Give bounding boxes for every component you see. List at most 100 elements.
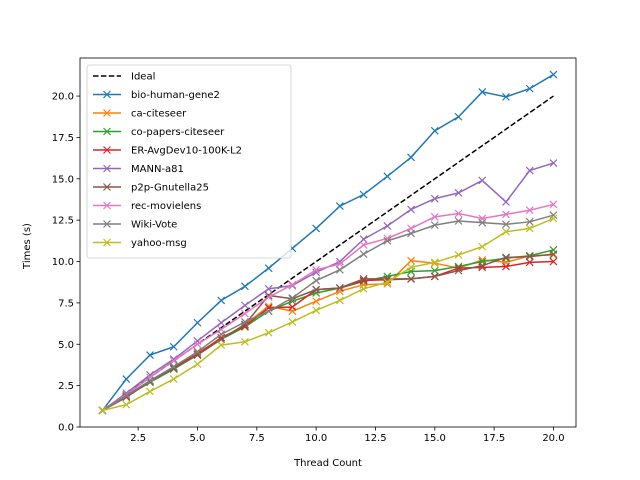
data-point <box>169 355 178 364</box>
data-point <box>549 200 558 209</box>
data-point <box>241 309 249 318</box>
data-point <box>549 211 558 220</box>
legend-label: Wiki-Vote <box>131 220 177 231</box>
data-point <box>264 264 273 273</box>
data-point <box>335 284 344 292</box>
data-point <box>335 202 344 211</box>
data-point <box>525 166 534 175</box>
series-line <box>101 73 554 411</box>
series-line <box>102 214 554 412</box>
data-point <box>407 263 415 272</box>
data-point <box>525 252 534 261</box>
x-axis-label: Thread Count <box>293 458 362 469</box>
data-point <box>193 318 202 327</box>
data-point <box>169 342 178 351</box>
data-point <box>549 257 558 266</box>
data-point <box>454 209 463 218</box>
data-point <box>169 362 178 371</box>
data-point <box>241 318 249 326</box>
plot-area <box>98 70 558 415</box>
data-point <box>122 375 131 383</box>
legend-entry: ca-citeseer <box>93 109 187 120</box>
data-point <box>383 172 392 181</box>
y-tick-label: 12.5 <box>52 216 74 227</box>
data-point <box>383 222 392 230</box>
x-tick-label: 2.5 <box>130 433 146 444</box>
data-point <box>359 235 368 244</box>
data-point <box>478 261 487 270</box>
data-point <box>217 341 226 350</box>
data-point <box>312 297 321 306</box>
data-point <box>146 387 154 396</box>
legend-marker <box>103 90 111 99</box>
y-tick-label: 20.0 <box>52 92 74 103</box>
data-point <box>335 260 344 268</box>
legend-label: rec-movielens <box>131 201 201 212</box>
legend-marker <box>103 220 111 228</box>
data-point <box>241 320 249 329</box>
data-point <box>312 285 321 294</box>
legend-marker <box>103 201 111 210</box>
series-9 <box>98 211 558 415</box>
data-point <box>264 293 273 302</box>
data-point <box>454 217 463 225</box>
data-point <box>359 274 368 283</box>
data-point <box>383 236 392 245</box>
data-point <box>454 266 463 275</box>
legend-label: yahoo-msg <box>131 238 187 249</box>
data-point <box>217 318 226 327</box>
data-point <box>288 318 297 326</box>
y-tick-label: 10.0 <box>52 257 74 268</box>
data-point <box>193 340 202 349</box>
data-point <box>525 206 534 215</box>
data-point <box>430 266 439 275</box>
data-point <box>288 280 297 289</box>
data-point <box>264 328 273 337</box>
data-point <box>264 307 273 316</box>
data-point <box>359 284 368 293</box>
data-point <box>146 351 154 359</box>
legend-entry: co-papers-citeseer <box>93 127 225 138</box>
data-point <box>407 229 415 238</box>
data-point <box>430 194 439 203</box>
data-point <box>549 159 558 167</box>
legend-label: p2p-Gnutella25 <box>131 183 209 194</box>
data-point <box>525 217 534 226</box>
x-tick-label: 17.5 <box>483 433 505 444</box>
data-point <box>264 291 273 300</box>
series-line <box>102 203 554 412</box>
data-point <box>146 376 154 385</box>
legend-entry: p2p-Gnutella25 <box>93 183 209 194</box>
data-point <box>98 406 107 415</box>
data-point <box>359 250 368 259</box>
data-point <box>502 198 510 206</box>
data-point <box>430 221 439 230</box>
series-10 <box>98 214 558 415</box>
data-point <box>430 258 439 267</box>
data-point <box>454 250 463 259</box>
data-point <box>525 84 534 93</box>
legend-label: ca-citeseer <box>131 109 187 120</box>
data-point <box>288 303 297 311</box>
series-line <box>102 253 554 412</box>
data-point <box>549 70 558 79</box>
data-point <box>312 265 321 274</box>
data-point <box>525 224 534 233</box>
legend-entry: Ideal <box>93 72 155 83</box>
data-point <box>312 276 321 285</box>
y-tick-label: 15.0 <box>52 174 74 185</box>
data-point <box>478 242 487 251</box>
x-tick-label: 7.5 <box>249 433 265 444</box>
data-point <box>454 188 463 197</box>
legend-marker <box>103 238 111 247</box>
y-tick-label: 2.5 <box>58 381 74 392</box>
y-tick-label: 17.5 <box>52 133 74 144</box>
data-point <box>217 330 226 339</box>
data-point <box>241 337 249 346</box>
legend-marker <box>103 127 111 136</box>
data-point <box>502 210 510 219</box>
legend-marker <box>103 109 111 117</box>
data-point <box>169 375 178 383</box>
data-point <box>335 296 344 305</box>
